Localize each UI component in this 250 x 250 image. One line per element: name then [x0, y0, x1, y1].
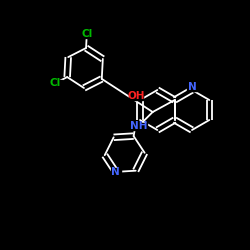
Bar: [187, 84, 197, 90]
Text: Cl: Cl: [49, 78, 60, 88]
Bar: [48, 80, 62, 87]
Bar: [80, 30, 94, 38]
Text: N: N: [111, 167, 120, 177]
Text: OH: OH: [127, 91, 145, 101]
Text: Cl: Cl: [81, 29, 92, 39]
Text: NH: NH: [130, 121, 148, 131]
Bar: [111, 168, 121, 175]
Bar: [131, 122, 147, 130]
Bar: [129, 92, 143, 100]
Text: N: N: [188, 82, 196, 92]
